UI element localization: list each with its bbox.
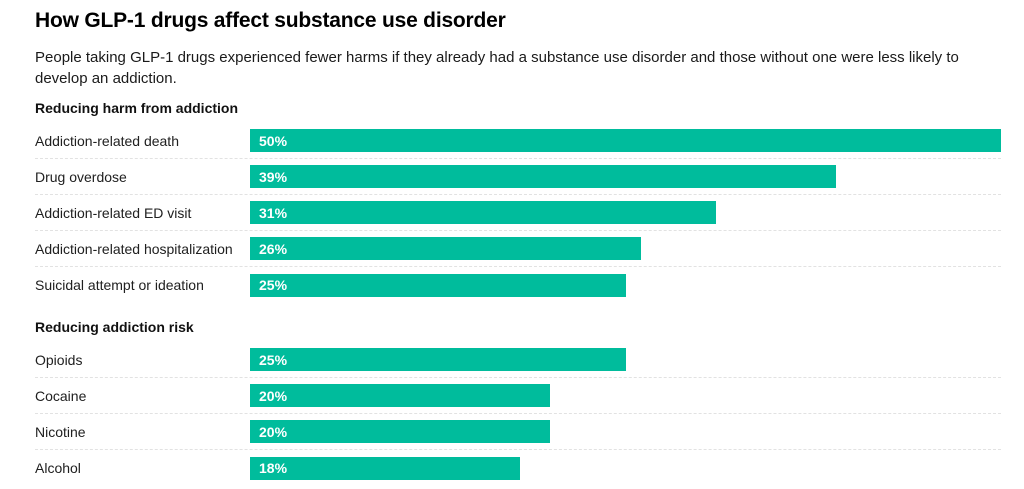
- chart-row: Addiction-related ED visit 31%: [35, 195, 1001, 231]
- bar-track: 50%: [250, 129, 1001, 152]
- chart-row: Addiction-related death 50%: [35, 123, 1001, 159]
- bar-track: 20%: [250, 420, 1001, 443]
- bar: 20%: [250, 384, 551, 407]
- bar: 25%: [250, 348, 626, 371]
- bar: 31%: [250, 201, 716, 224]
- category-label: Cocaine: [35, 387, 87, 404]
- bar: 18%: [250, 456, 521, 480]
- bar-group: Reducing addiction risk Opioids 25% Cocaine…: [35, 320, 1001, 486]
- bar-track: 20%: [250, 384, 1001, 407]
- bar-track: 25%: [250, 348, 1001, 371]
- bar-track: 18%: [250, 456, 1001, 480]
- bar-value-label: 26%: [259, 240, 288, 257]
- bar-value-label: 25%: [259, 351, 288, 368]
- category-label: Suicidal attempt or ideation: [35, 277, 204, 293]
- chart-title: How GLP-1 drugs affect substance use dis…: [35, 9, 506, 32]
- group-header: Reducing addiction risk: [35, 319, 194, 335]
- chart-row: Suicidal attempt or ideation 25%: [35, 267, 1001, 303]
- chart-row: Nicotine 20%: [35, 414, 1001, 450]
- category-label: Alcohol: [35, 460, 81, 476]
- bar-group: Reducing harm from addiction Addiction-re…: [35, 101, 1001, 303]
- bar-value-label: 20%: [259, 387, 288, 404]
- bar: 20%: [250, 420, 551, 443]
- category-label: Opioids: [35, 351, 83, 368]
- bar-value-label: 31%: [259, 204, 288, 221]
- category-label: Nicotine: [35, 423, 86, 440]
- grouped-bar-chart: Reducing harm from addiction Addiction-re…: [35, 101, 1001, 486]
- bar-track: 39%: [250, 165, 1001, 188]
- category-label: Addiction-related death: [35, 132, 179, 149]
- chart-row: Opioids 25%: [35, 342, 1001, 378]
- bar-value-label: 25%: [259, 277, 288, 293]
- chart-subtitle: People taking GLP-1 drugs experienced fe…: [35, 49, 959, 87]
- bar-track: 25%: [250, 273, 1001, 297]
- bar-track: 26%: [250, 237, 1001, 260]
- bar-value-label: 18%: [259, 460, 288, 476]
- bar-track: 31%: [250, 201, 1001, 224]
- category-label: Addiction-related ED visit: [35, 204, 192, 221]
- chart-row: Alcohol 18%: [35, 450, 1001, 486]
- chart-row: Drug overdose 39%: [35, 159, 1001, 195]
- chart-row: Cocaine 20%: [35, 378, 1001, 414]
- group-header: Reducing harm from addiction: [35, 100, 239, 116]
- category-label: Drug overdose: [35, 168, 127, 185]
- bar-value-label: 20%: [259, 423, 288, 440]
- category-label: Addiction-related hospitalization: [35, 240, 233, 257]
- bar: 50%: [250, 129, 1001, 152]
- chart-row: Addiction-related hospitalization 26%: [35, 231, 1001, 267]
- bar: 26%: [250, 237, 641, 260]
- bar-value-label: 39%: [259, 168, 288, 185]
- bar-value-label: 50%: [259, 132, 288, 149]
- bar: 25%: [250, 273, 626, 297]
- bar: 39%: [250, 165, 836, 188]
